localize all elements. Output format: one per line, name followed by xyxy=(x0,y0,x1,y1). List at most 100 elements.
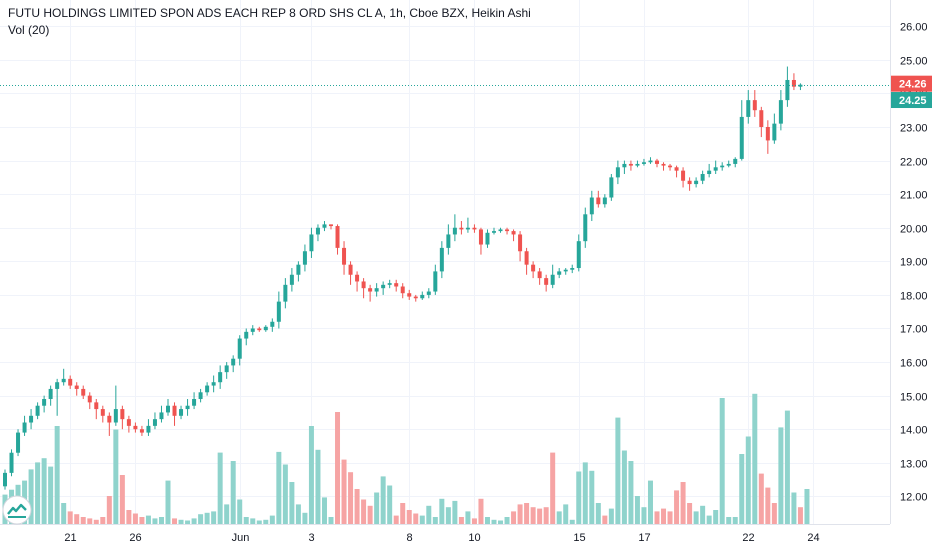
volume-bar xyxy=(634,496,640,524)
candle-body xyxy=(472,227,477,230)
candle-body xyxy=(368,288,373,292)
candle-body xyxy=(746,100,751,117)
volume-bar xyxy=(308,426,314,524)
candle-body xyxy=(322,224,327,228)
volume-bar xyxy=(563,504,569,524)
volume-bar xyxy=(276,451,282,524)
candle-body xyxy=(374,288,379,292)
price-tick-label: 23.00 xyxy=(900,123,928,135)
volume-bar xyxy=(282,464,288,524)
price-tag-box xyxy=(891,92,932,109)
tradingview-logo-icon[interactable] xyxy=(2,495,32,525)
candle-body xyxy=(739,116,744,159)
volume-bar xyxy=(41,458,47,524)
volume-bar xyxy=(28,469,34,524)
volume-bar xyxy=(198,514,204,524)
time-tick-label: 8 xyxy=(406,532,412,544)
candle-body xyxy=(759,110,764,127)
candle-body xyxy=(674,167,679,171)
volume-bar xyxy=(445,507,451,524)
candle-body xyxy=(107,415,112,423)
candle-body xyxy=(563,269,568,272)
volume-bar xyxy=(511,511,517,524)
time-tick-label: 15 xyxy=(573,532,585,544)
volume-bar xyxy=(647,480,653,524)
candle-body xyxy=(687,180,692,185)
candle-body xyxy=(609,177,614,198)
candle-body xyxy=(296,264,301,275)
price-tick-label: 17.00 xyxy=(900,324,928,336)
candle-body xyxy=(681,170,686,181)
volume-bar xyxy=(67,511,73,524)
volume-bar xyxy=(224,504,230,524)
candle-body xyxy=(179,409,184,416)
candle-body xyxy=(459,227,464,230)
volume-bar xyxy=(185,520,191,524)
volume-bar xyxy=(178,519,184,524)
candle-body xyxy=(185,405,190,410)
volume-bar xyxy=(752,393,758,524)
volume-bar xyxy=(550,452,556,524)
candle-body xyxy=(524,251,529,265)
candle-body xyxy=(628,163,633,166)
volume-bar xyxy=(119,475,125,524)
candle-body xyxy=(394,283,399,287)
volume-bar xyxy=(784,410,790,524)
volume-bar xyxy=(172,518,178,524)
candles xyxy=(3,66,803,490)
price-tick-label: 18.00 xyxy=(900,291,928,303)
volume-bar xyxy=(269,515,275,524)
time-axis[interactable]: 21 26 Jun 3 8 10 15 17 22 24 xyxy=(64,532,819,544)
time-tick-label: 10 xyxy=(468,532,480,544)
volume-bar xyxy=(498,520,504,524)
grid-lines xyxy=(0,0,890,524)
volume-bar xyxy=(628,461,634,524)
candle-body xyxy=(387,283,392,285)
candle-body xyxy=(661,163,666,166)
candle-body xyxy=(16,432,21,453)
volume-bar xyxy=(230,461,236,524)
candle-body xyxy=(192,399,197,406)
volume-bar xyxy=(680,482,686,524)
volume-bar xyxy=(139,517,145,524)
candle-body xyxy=(596,197,601,205)
candle-body xyxy=(433,271,438,292)
volume-bar xyxy=(667,511,673,524)
volume-bar xyxy=(771,503,777,524)
volume-bar xyxy=(641,507,647,524)
volume-bar xyxy=(374,492,380,524)
volume-bar xyxy=(204,512,210,524)
candle-body xyxy=(694,180,699,185)
candle-body xyxy=(531,264,536,272)
candle-body xyxy=(726,163,731,166)
volume-bar xyxy=(504,517,510,524)
candle-body xyxy=(35,405,40,416)
volume-bar xyxy=(321,497,327,524)
candle-body xyxy=(87,395,92,403)
volume-indicator-label[interactable]: Vol (20) xyxy=(8,23,50,37)
candle-body xyxy=(283,284,288,302)
price-tick-label: 12.00 xyxy=(900,492,928,504)
volume-bar xyxy=(615,417,621,524)
candle-body xyxy=(772,123,777,141)
volume-bar xyxy=(335,412,341,524)
price-tick-label: 14.00 xyxy=(900,425,928,437)
volume-bar xyxy=(165,480,171,524)
candle-body xyxy=(315,227,320,235)
volume-bar xyxy=(406,510,412,524)
price-tick-label: 21.00 xyxy=(900,190,928,202)
candle-body xyxy=(641,162,646,164)
candle-body xyxy=(237,338,242,359)
candle-body xyxy=(146,425,151,433)
candle-body xyxy=(257,328,262,331)
volume-bar xyxy=(348,472,354,524)
volume-bar xyxy=(804,489,810,524)
candle-body xyxy=(113,409,118,423)
candle-body xyxy=(478,229,483,245)
volume-bar xyxy=(674,490,680,524)
volume-bar xyxy=(217,452,223,524)
volume-bar xyxy=(582,462,588,524)
candle-body xyxy=(81,388,86,396)
candle-body xyxy=(426,291,431,295)
candle-body xyxy=(74,385,79,389)
